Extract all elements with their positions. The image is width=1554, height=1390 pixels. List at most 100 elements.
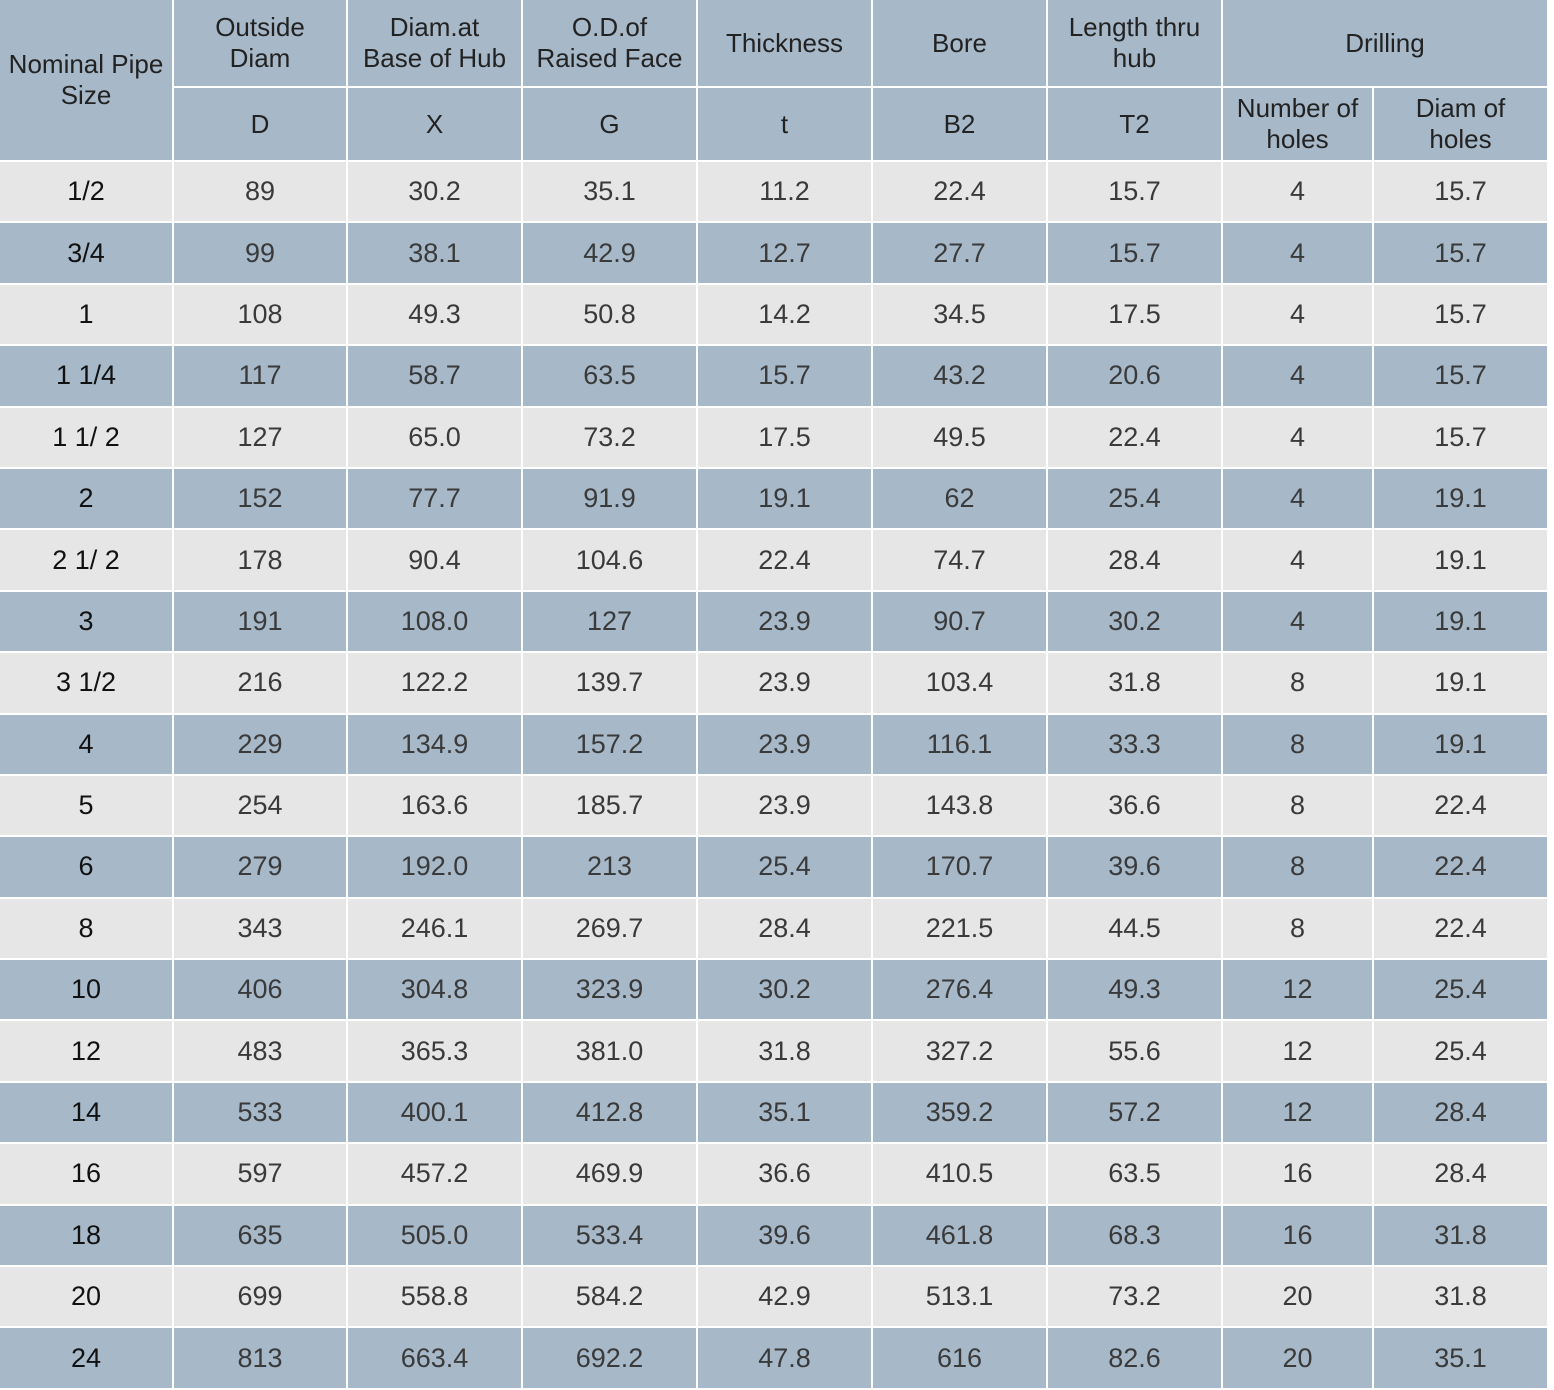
table-cell: 19.1 <box>1374 714 1547 774</box>
table-row: 2 152 77.7 91.9 19.1 62 25.4 4 19.1 <box>0 468 1547 529</box>
table-cell: 229 <box>174 714 346 774</box>
table-cell: 170.7 <box>873 837 1046 897</box>
table-cell: 4 <box>0 714 172 774</box>
table-cell: 269.7 <box>523 898 696 959</box>
header-cell: Drilling <box>1223 0 1547 86</box>
table-cell: 323.9 <box>523 960 696 1020</box>
header-cell: X <box>348 88 521 160</box>
table-cell: 35.1 <box>1374 1328 1547 1388</box>
table-cell: 246.1 <box>348 898 521 959</box>
table-cell: 22.4 <box>1048 407 1221 467</box>
table-cell: 47.8 <box>698 1328 871 1388</box>
header-cell: Thickness <box>698 0 871 86</box>
table-cell: 1/2 <box>0 162 172 222</box>
table-cell: 30.2 <box>1048 591 1221 652</box>
table-cell: 143.8 <box>873 775 1046 836</box>
table-cell: 699 <box>174 1267 346 1327</box>
table-cell: 50.8 <box>523 284 696 345</box>
table-cell: 1 1/4 <box>0 346 172 406</box>
table-row: 6 279 192.0 213 25.4 170.7 39.6 8 22.4 <box>0 837 1547 897</box>
table-row: 4 229 134.9 157.2 23.9 116.1 33.3 8 19.1 <box>0 714 1547 774</box>
table-cell: 25.4 <box>1374 1021 1547 1081</box>
table-cell: 216 <box>174 653 346 713</box>
table-cell: 25.4 <box>1374 960 1547 1020</box>
table-cell: 185.7 <box>523 775 696 836</box>
table-cell: 89 <box>174 162 346 222</box>
table-row: 3 191 108.0 127 23.9 90.7 30.2 4 19.1 <box>0 591 1547 652</box>
header-row: Nominal Pipe Size Outside Diam Diam.at Bas… <box>0 0 1547 160</box>
header-cell: G <box>523 88 696 160</box>
table-cell: 23.9 <box>698 775 871 836</box>
table-cell: 4 <box>1223 223 1372 283</box>
table-cell: 192.0 <box>348 837 521 897</box>
table-cell: 15.7 <box>1374 407 1547 467</box>
table-cell: 31.8 <box>698 1021 871 1081</box>
table-row: 10 406 304.8 323.9 30.2 276.4 49.3 12 25.4 <box>0 960 1547 1020</box>
table-cell: 25.4 <box>1048 468 1221 529</box>
table-row: 12 483 365.3 381.0 31.8 327.2 55.6 12 25.4 <box>0 1021 1547 1081</box>
table-cell: 8 <box>1223 898 1372 959</box>
table-cell: 15.7 <box>1374 162 1547 222</box>
table-cell: 36.6 <box>1048 775 1221 836</box>
table-cell: 42.9 <box>523 223 696 283</box>
table-cell: 513.1 <box>873 1267 1046 1327</box>
table-cell: 5 <box>0 775 172 836</box>
table-cell: 19.1 <box>1374 530 1547 590</box>
table-cell: 365.3 <box>348 1021 521 1081</box>
header-cell: T2 <box>1048 88 1221 160</box>
table-cell: 65.0 <box>348 407 521 467</box>
table-cell: 412.8 <box>523 1082 696 1143</box>
table-cell: 4 <box>1223 468 1372 529</box>
table-cell: 43.2 <box>873 346 1046 406</box>
table-cell: 3 <box>0 591 172 652</box>
table-cell: 122.2 <box>348 653 521 713</box>
table-cell: 15.7 <box>1048 162 1221 222</box>
table-cell: 692.2 <box>523 1328 696 1388</box>
table-cell: 24 <box>0 1328 172 1388</box>
table-cell: 4 <box>1223 284 1372 345</box>
table-cell: 635 <box>174 1205 346 1266</box>
header-cell: Length thru hub <box>1048 0 1221 86</box>
table-cell: 457.2 <box>348 1144 521 1204</box>
table-cell: 22.4 <box>873 162 1046 222</box>
table-cell: 359.2 <box>873 1082 1046 1143</box>
header-cell: Diam.at Base of Hub <box>348 0 521 86</box>
table-cell: 49.5 <box>873 407 1046 467</box>
table-cell: 597 <box>174 1144 346 1204</box>
header-cell: Nominal Pipe Size <box>0 0 172 160</box>
table-cell: 4 <box>1223 591 1372 652</box>
table-cell: 23.9 <box>698 591 871 652</box>
table-cell: 406 <box>174 960 346 1020</box>
table-row: 1/2 89 30.2 35.1 11.2 22.4 15.7 4 15.7 <box>0 162 1547 222</box>
table-cell: 17.5 <box>698 407 871 467</box>
table-cell: 117 <box>174 346 346 406</box>
header-cell: Bore <box>873 0 1046 86</box>
header-cell: O.D.of Raised Face <box>523 0 696 86</box>
header-cell: Number of holes <box>1223 88 1372 160</box>
table-cell: 63.5 <box>1048 1144 1221 1204</box>
table-cell: 15.7 <box>1048 223 1221 283</box>
table-cell: 410.5 <box>873 1144 1046 1204</box>
table-cell: 8 <box>1223 837 1372 897</box>
table-row: 18 635 505.0 533.4 39.6 461.8 68.3 16 31.8 <box>0 1205 1547 1266</box>
table-cell: 469.9 <box>523 1144 696 1204</box>
table-cell: 19.1 <box>698 468 871 529</box>
table-cell: 30.2 <box>348 162 521 222</box>
table-cell: 22.4 <box>1374 837 1547 897</box>
table-cell: 6 <box>0 837 172 897</box>
table-cell: 461.8 <box>873 1205 1046 1266</box>
table-cell: 2 <box>0 468 172 529</box>
header-cell: Outside Diam <box>174 0 346 86</box>
table-cell: 30.2 <box>698 960 871 1020</box>
table-cell: 163.6 <box>348 775 521 836</box>
table-row: 2 1/ 2 178 90.4 104.6 22.4 74.7 28.4 4 19.1 <box>0 530 1547 590</box>
table-cell: 533 <box>174 1082 346 1143</box>
table-cell: 213 <box>523 837 696 897</box>
table-cell: 90.4 <box>348 530 521 590</box>
table-cell: 2 1/ 2 <box>0 530 172 590</box>
table-cell: 483 <box>174 1021 346 1081</box>
table-cell: 38.1 <box>348 223 521 283</box>
table-cell: 35.1 <box>698 1082 871 1143</box>
table-cell: 12.7 <box>698 223 871 283</box>
